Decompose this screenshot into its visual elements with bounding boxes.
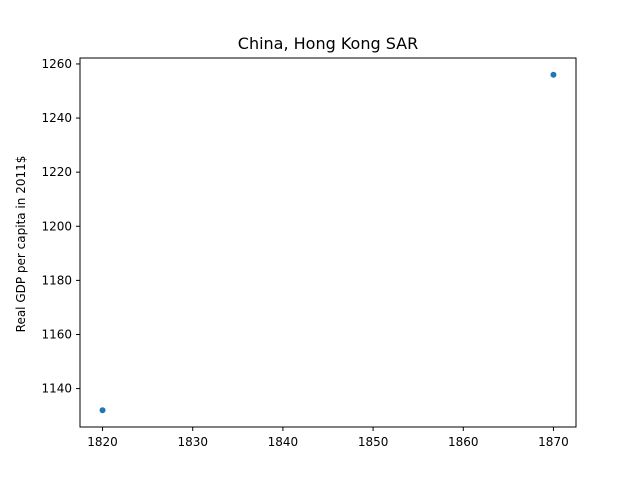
x-tick-label: 1870: [538, 435, 569, 449]
y-tick-label: 1260: [41, 57, 72, 71]
x-axis-ticks: 1820 1830 1840 1850 1860 1870: [87, 427, 569, 449]
data-points: [99, 71, 557, 414]
x-tick-label: 1840: [268, 435, 299, 449]
data-point: [99, 407, 106, 414]
y-tick-label: 1220: [41, 165, 72, 179]
x-tick-label: 1860: [448, 435, 479, 449]
x-tick-label: 1830: [177, 435, 208, 449]
x-tick-label: 1820: [87, 435, 118, 449]
y-tick-label: 1140: [41, 382, 72, 396]
chart-title: China, Hong Kong SAR: [238, 34, 418, 53]
y-tick-label: 1240: [41, 111, 72, 125]
y-tick-label: 1200: [41, 219, 72, 233]
y-tick-label: 1160: [41, 327, 72, 341]
data-point: [550, 71, 557, 78]
x-tick-label: 1850: [358, 435, 389, 449]
plot-frame: [79, 57, 577, 428]
y-axis-label: Real GDP per capita in 2011$: [14, 156, 28, 333]
y-axis-label-group: Real GDP per capita in 2011$: [14, 156, 28, 333]
y-tick-label: 1180: [41, 273, 72, 287]
y-axis-ticks: 1140 1160 1180 1200 1220 1240 1260: [41, 57, 80, 396]
